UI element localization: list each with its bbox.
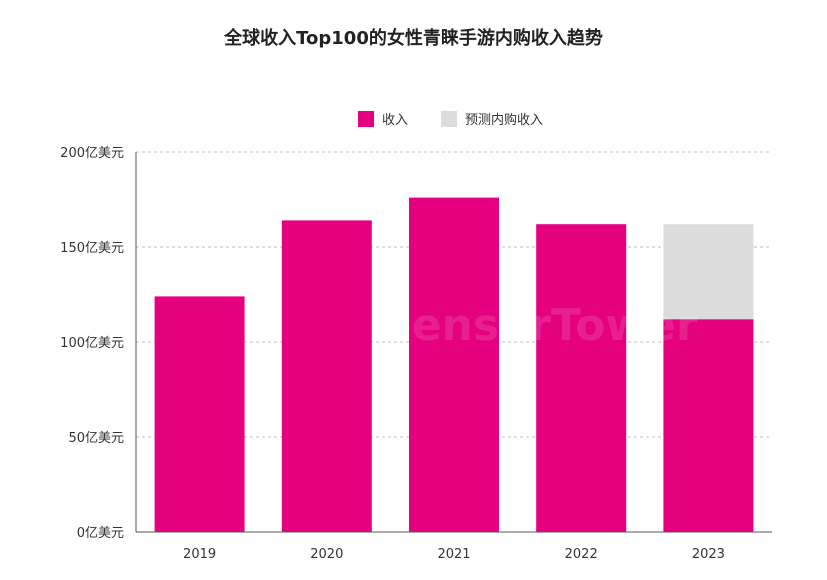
x-tick-label: 2020 — [310, 547, 343, 562]
y-tick-label: 150亿美元 — [60, 241, 124, 256]
bar-2020-revenue — [281, 220, 372, 532]
legend-label: 收入 — [382, 113, 408, 128]
bar-2022-revenue — [536, 224, 627, 532]
y-tick-labels: 0亿美元 50亿美元 100亿美元 150亿美元 200亿美元 — [60, 146, 124, 541]
legend-swatch — [358, 111, 374, 127]
bar-2023-revenue — [663, 319, 754, 532]
legend-swatch — [441, 111, 457, 127]
legend-label: 预测内购收入 — [465, 112, 543, 128]
x-tick-label: 2021 — [437, 547, 470, 562]
y-tick-label: 0亿美元 — [77, 526, 124, 541]
x-tick-label: 2022 — [565, 547, 598, 562]
bar-2021-revenue — [409, 197, 499, 532]
y-tick-label: 100亿美元 — [60, 336, 124, 351]
legend: 收入 预测内购收入 — [358, 111, 543, 128]
y-tick-label: 200亿美元 — [60, 146, 124, 161]
watermark-logo: SensorTower — [380, 300, 698, 351]
y-tick-label: 50亿美元 — [68, 431, 124, 446]
bar-2023-forecast — [663, 224, 754, 320]
x-tick-labels: 2019 2020 2021 2022 2023 — [183, 547, 725, 562]
x-tick-label: 2019 — [183, 547, 216, 562]
chart-title: 全球收入Top100的女性青睐手游内购收入趋势 — [224, 28, 603, 49]
bars — [154, 197, 754, 532]
bar-2019-revenue — [154, 296, 245, 532]
x-tick-label: 2023 — [692, 547, 725, 562]
